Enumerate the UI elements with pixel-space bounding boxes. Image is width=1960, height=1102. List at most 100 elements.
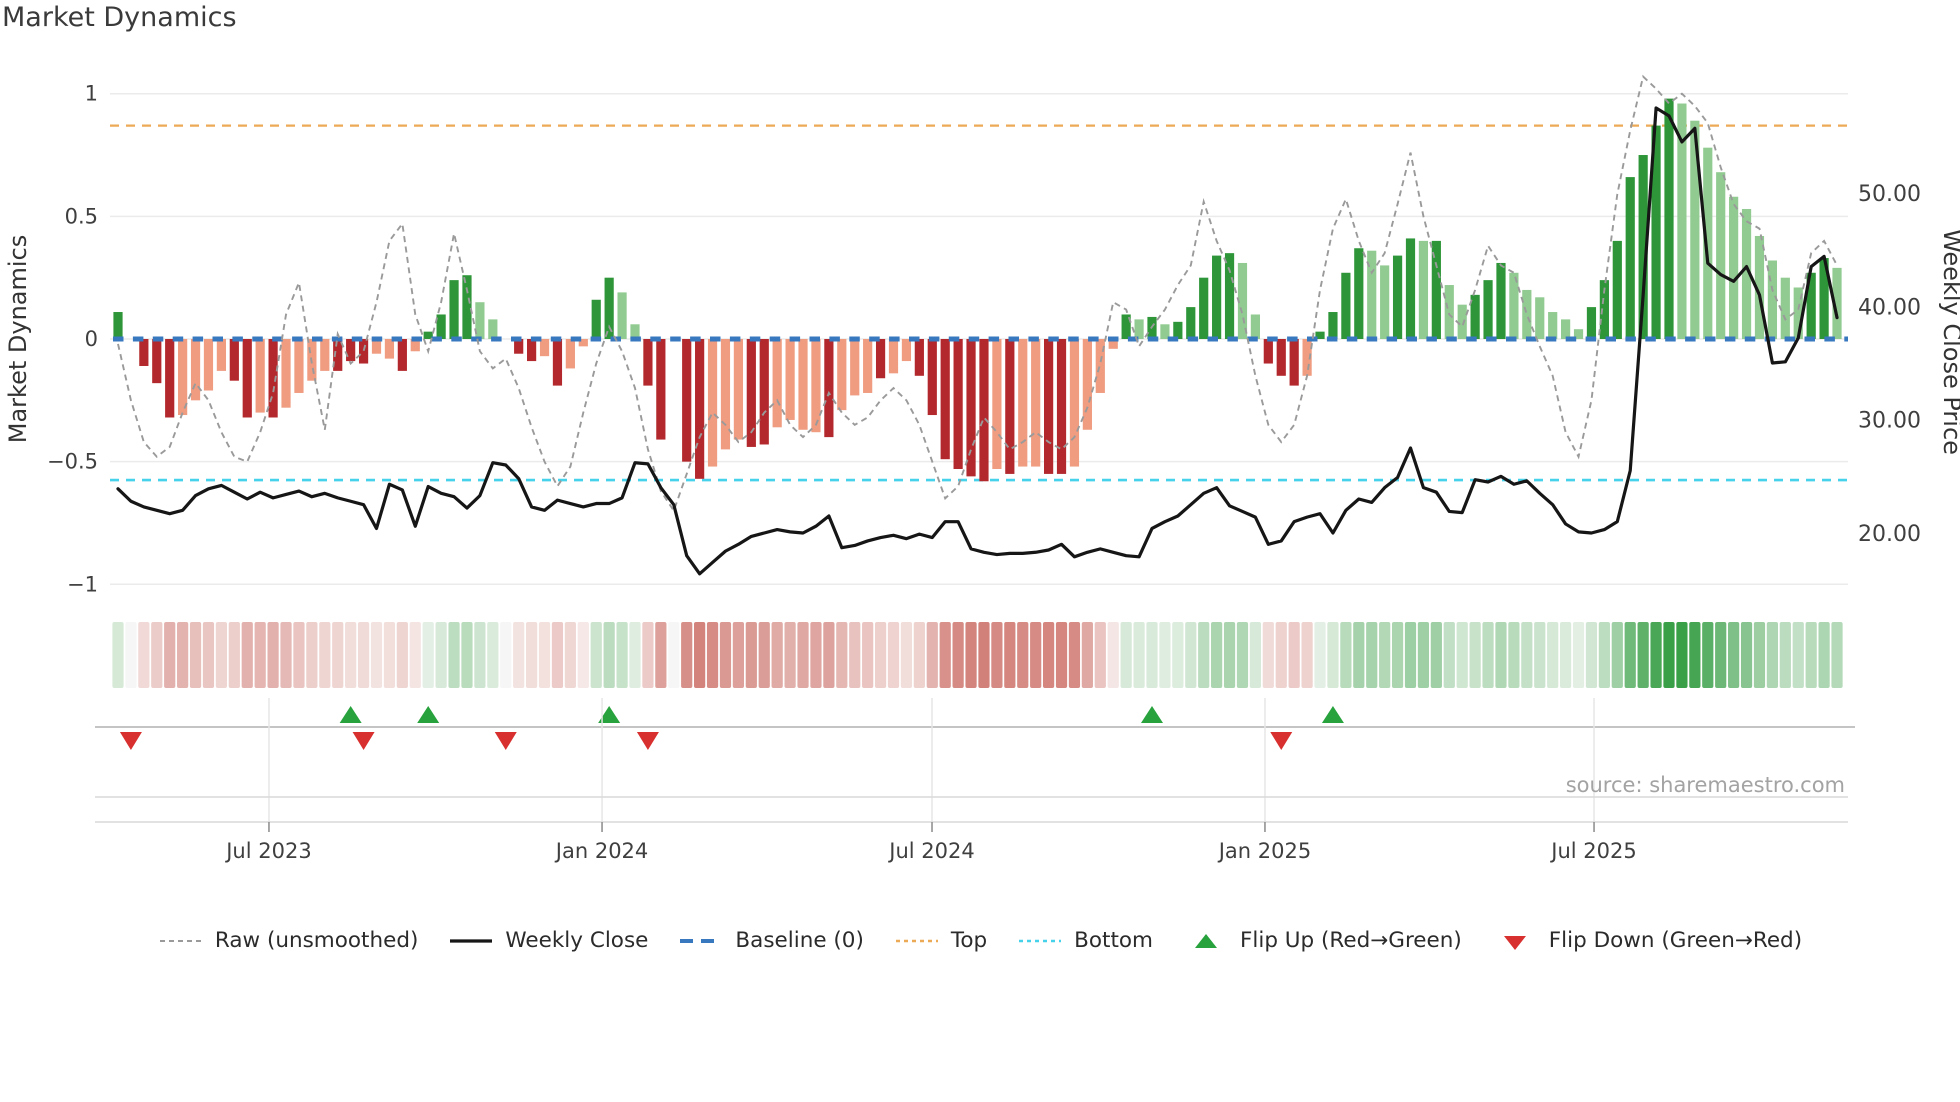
- legend-label: Top: [950, 928, 988, 953]
- heatmap-cell: [1740, 622, 1753, 688]
- bar: [1418, 240, 1429, 339]
- heatmap-cell: [1353, 622, 1365, 688]
- bar: [695, 339, 705, 479]
- heatmap-cell: [1133, 622, 1145, 688]
- bar: [733, 339, 743, 440]
- bar: [798, 339, 808, 430]
- heatmap-cell: [1805, 622, 1817, 688]
- bar: [863, 339, 873, 393]
- bar: [746, 339, 756, 447]
- bar: [927, 339, 937, 416]
- heatmap-cell: [1689, 622, 1701, 688]
- bar: [1832, 267, 1842, 339]
- heatmap-cell: [409, 622, 421, 688]
- heatmap-cell: [590, 622, 602, 688]
- bar: [1380, 265, 1390, 339]
- flip-down-icon: [494, 732, 517, 750]
- bar: [1457, 304, 1467, 339]
- heatmap-cell: [1792, 622, 1804, 688]
- bar: [294, 339, 304, 393]
- heatmap-cell: [1185, 622, 1197, 688]
- x-tick-label: Jul 2023: [224, 839, 311, 863]
- tri-up-icon: [1195, 933, 1218, 948]
- heatmap-cell: [280, 622, 292, 688]
- bar: [901, 339, 912, 362]
- bar: [1664, 98, 1674, 339]
- bar: [1703, 147, 1713, 339]
- heatmap-cell: [1236, 622, 1249, 688]
- heatmap-cell: [1728, 622, 1740, 688]
- bar: [979, 339, 989, 482]
- heatmap-cell: [538, 622, 551, 688]
- bar: [953, 339, 963, 470]
- legend-item-0: Raw (unsmoothed): [158, 928, 418, 953]
- heatmap-cell: [874, 622, 887, 688]
- heatmap-cell: [254, 622, 266, 688]
- heatmap-cell: [138, 622, 150, 688]
- page-title: Market Dynamics: [2, 2, 237, 33]
- legend-label: Weekly Close: [505, 928, 649, 953]
- heatmap-cell: [1469, 622, 1481, 688]
- bar: [539, 339, 550, 357]
- bar: [940, 339, 950, 460]
- heatmap-cell: [655, 622, 667, 688]
- heatmap-cell: [1043, 622, 1055, 688]
- x-tick-label: Jul 2025: [1549, 839, 1636, 863]
- heatmap-cell: [564, 622, 576, 688]
- y-tick-label-right: 30.00: [1858, 409, 1921, 434]
- bar: [643, 339, 653, 386]
- heatmap-cell: [1120, 622, 1132, 688]
- bar: [1651, 125, 1661, 340]
- heatmap-cell: [913, 622, 925, 688]
- bar: [333, 339, 343, 371]
- heatmap-cell: [1676, 622, 1688, 688]
- heatmap-cell: [241, 622, 253, 688]
- heatmap-cell: [306, 622, 318, 688]
- bar: [1819, 258, 1829, 339]
- heatmap-cell: [1611, 622, 1623, 688]
- bar: [1548, 312, 1558, 339]
- bar: [565, 339, 575, 369]
- heatmap-cell: [474, 622, 486, 688]
- bar: [1405, 238, 1416, 339]
- source-note: source: sharemaestro.com: [1566, 773, 1845, 797]
- heatmap-cell: [771, 622, 783, 688]
- bar: [1134, 319, 1144, 339]
- legend-label: Bottom: [1074, 928, 1154, 953]
- flip-up-icon: [417, 706, 440, 723]
- bar: [178, 339, 188, 416]
- legend-label: Flip Up (Red→Green): [1240, 928, 1462, 953]
- bar: [630, 324, 640, 339]
- heatmap-cell: [862, 622, 874, 688]
- bar: [1199, 277, 1209, 339]
- heatmap-cell: [668, 622, 680, 688]
- heatmap-cell: [202, 622, 215, 688]
- bar: [1741, 208, 1752, 339]
- heatmap-cell: [719, 622, 732, 688]
- bar: [1250, 314, 1260, 339]
- legend-item-2: Baseline (0): [678, 928, 864, 953]
- y-tick-label-left: −1: [67, 572, 98, 596]
- flip-up-icon: [1321, 706, 1344, 723]
- heatmap-cell: [1637, 622, 1649, 688]
- heatmap-cell: [177, 622, 189, 688]
- heatmap-cell: [1301, 622, 1313, 688]
- bar: [165, 339, 175, 418]
- bar: [1031, 339, 1041, 467]
- flip-up-icon: [339, 706, 362, 723]
- bar: [1212, 255, 1222, 339]
- heatmap-cell: [1366, 622, 1378, 688]
- legend-label: Baseline (0): [735, 928, 864, 953]
- bar: [1173, 321, 1183, 339]
- heatmap-cell: [1560, 622, 1572, 688]
- heatmap-cell: [823, 622, 835, 688]
- bar: [216, 339, 226, 371]
- bar: [992, 339, 1002, 470]
- bar: [410, 339, 420, 352]
- heatmap-cell: [1275, 622, 1287, 688]
- legend-item-6: Flip Down (Green→Red): [1492, 928, 1802, 953]
- legend-item-4: Bottom: [1017, 928, 1153, 953]
- heatmap-cell: [1198, 622, 1210, 688]
- bar: [1224, 253, 1235, 339]
- heatmap-cell: [603, 622, 615, 688]
